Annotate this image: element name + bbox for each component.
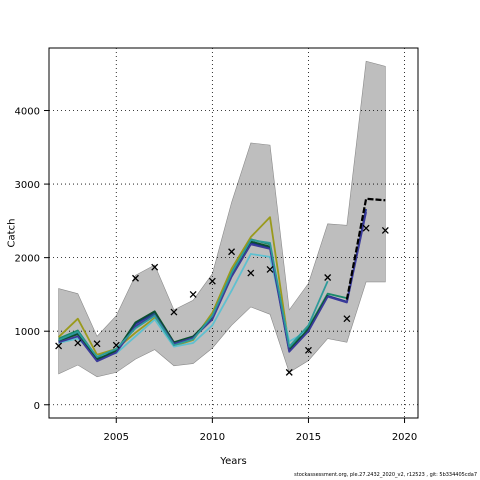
x-axis-ticks: 2005 2010 2015 2020 xyxy=(104,418,417,443)
series-line-6 xyxy=(58,211,367,363)
observed-points-layer xyxy=(55,224,389,376)
observed-point xyxy=(266,265,274,273)
observed-point xyxy=(324,274,332,281)
y-axis-ticks: 0 1000 2000 3000 4000 xyxy=(15,107,49,412)
observed-point xyxy=(112,341,120,349)
y-tick-label: 2000 xyxy=(15,254,40,265)
observed-point xyxy=(93,340,101,348)
y-tick-label: 1000 xyxy=(15,327,40,338)
observed-point xyxy=(247,269,255,277)
observed-point xyxy=(362,224,370,232)
observed-point xyxy=(304,346,312,354)
x-axis-title: Years xyxy=(219,456,246,467)
observed-point xyxy=(381,226,389,234)
footer-note: stockassessment.org, ple.27.2432_2020_v2… xyxy=(294,472,477,478)
observed-point xyxy=(208,277,216,285)
series-layer xyxy=(57,197,386,363)
observed-point xyxy=(285,368,293,376)
y-tick-label: 0 xyxy=(34,401,40,412)
plot-frame xyxy=(48,47,419,419)
x-tick-label: 2020 xyxy=(392,432,417,443)
series-line-8 xyxy=(345,197,386,300)
y-tick-label: 4000 xyxy=(15,107,40,118)
confidence-band-layer xyxy=(58,60,386,378)
observed-point xyxy=(343,315,351,323)
observed-point xyxy=(151,263,159,271)
x-tick-label: 2015 xyxy=(296,432,321,443)
observed-point xyxy=(132,274,139,282)
y-tick-label: 3000 xyxy=(15,180,40,191)
observed-point xyxy=(74,339,82,347)
y-axis-title: Catch xyxy=(7,219,18,248)
series-line-7 xyxy=(58,239,329,358)
observed-point xyxy=(228,248,236,256)
x-tick-label: 2005 xyxy=(104,432,129,443)
observed-point xyxy=(189,290,197,298)
confidence-band xyxy=(58,60,386,378)
grid-layer xyxy=(49,48,418,418)
observed-point xyxy=(170,308,178,316)
x-tick-label: 2010 xyxy=(200,432,225,443)
observed-point xyxy=(55,342,63,350)
